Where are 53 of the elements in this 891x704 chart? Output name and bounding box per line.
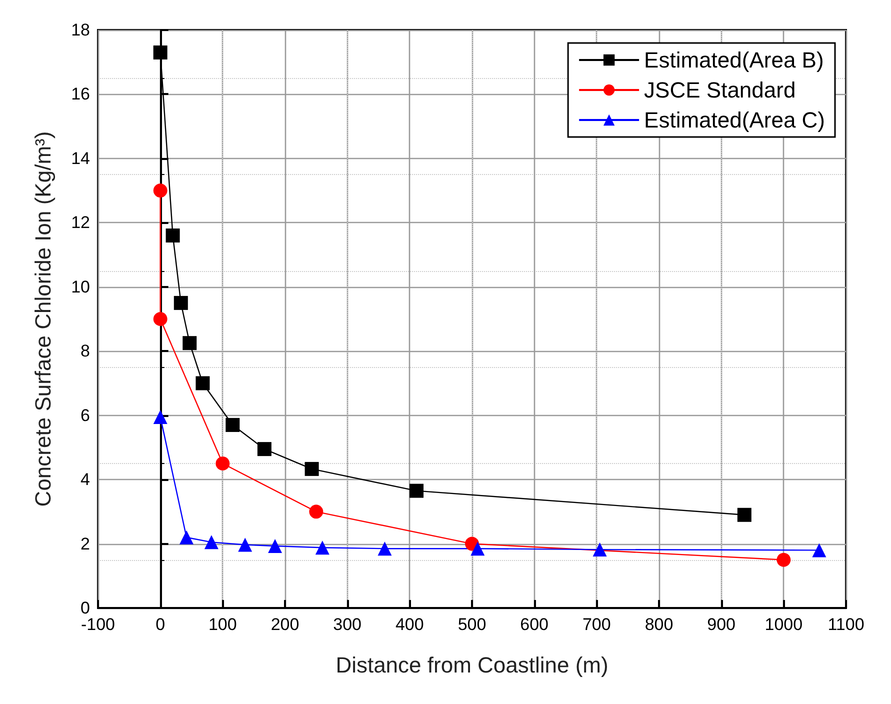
y-tick-label: 10 bbox=[71, 277, 90, 296]
x-tick-label: 900 bbox=[707, 615, 736, 634]
point bbox=[196, 376, 210, 390]
legend-label: Estimated(Area C) bbox=[644, 108, 826, 132]
legend-label: Estimated(Area B) bbox=[644, 48, 824, 72]
x-tick-label: -100 bbox=[80, 615, 116, 634]
x-tick-label: 400 bbox=[395, 615, 424, 634]
point bbox=[304, 462, 319, 476]
y-tick-label: 16 bbox=[71, 84, 90, 104]
point bbox=[153, 184, 168, 198]
x-tick-label: 600 bbox=[520, 615, 549, 634]
x-tick-label: 200 bbox=[270, 615, 300, 634]
point bbox=[153, 410, 168, 424]
x-tick-label: 100 bbox=[208, 615, 237, 634]
x-tick-label: 0 bbox=[156, 615, 166, 634]
point bbox=[592, 542, 607, 557]
point bbox=[226, 418, 240, 432]
y-tick-label: 8 bbox=[80, 342, 90, 361]
point bbox=[268, 539, 282, 554]
point bbox=[204, 535, 218, 550]
point bbox=[410, 484, 424, 498]
point bbox=[238, 538, 252, 552]
point bbox=[180, 530, 194, 544]
point bbox=[315, 540, 330, 555]
x-tick-label: 300 bbox=[333, 615, 362, 634]
point bbox=[182, 336, 197, 350]
y-axis-title: Concrete Surface Chloride Ion (Kg/m³) bbox=[30, 131, 56, 507]
y-tick-label: 14 bbox=[71, 148, 90, 168]
point bbox=[737, 508, 752, 522]
point bbox=[378, 542, 392, 556]
point bbox=[776, 552, 791, 567]
point bbox=[153, 312, 168, 326]
x-tick-label: 500 bbox=[458, 615, 486, 634]
x-tick-label: 1100 bbox=[828, 615, 864, 634]
point bbox=[812, 543, 826, 558]
y-tick-label: 4 bbox=[80, 470, 90, 490]
legend-label: JSCE Standard bbox=[644, 78, 796, 102]
y-tick-label: 2 bbox=[80, 534, 90, 554]
x-tick-label: 700 bbox=[582, 615, 611, 634]
point bbox=[166, 228, 180, 243]
point bbox=[257, 442, 272, 456]
y-tick-label: 0 bbox=[80, 598, 90, 618]
y-tick-label: 12 bbox=[71, 213, 90, 232]
x-axis-title: Distance from Coastline (m) bbox=[336, 652, 608, 678]
point bbox=[309, 504, 324, 519]
point bbox=[470, 542, 485, 556]
y-tick-label: 18 bbox=[71, 20, 90, 40]
point bbox=[216, 456, 230, 470]
point bbox=[153, 45, 168, 60]
x-tick-label: 1000 bbox=[764, 615, 803, 634]
y-tick-label: 6 bbox=[80, 406, 90, 425]
x-tick-label: 800 bbox=[644, 615, 674, 634]
point bbox=[174, 296, 188, 310]
